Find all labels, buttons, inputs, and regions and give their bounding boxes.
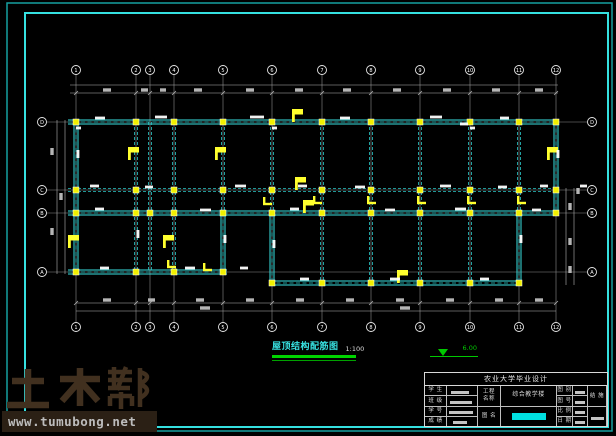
title-block-banner: 农业大学毕业设计 xyxy=(425,373,607,386)
tb-label-ratio: 比 例 xyxy=(557,407,572,417)
section-flags xyxy=(68,109,558,283)
watermark-logo-tumubang xyxy=(7,366,150,409)
tb-value-blob xyxy=(575,391,585,394)
tb-project-name: 综合教学楼 xyxy=(501,386,556,407)
svg-text:4: 4 xyxy=(172,325,175,331)
title-block-right-values xyxy=(573,386,588,426)
tb-drawing-name-highlight xyxy=(501,407,556,427)
sheet-frames xyxy=(6,2,613,432)
svg-text:12: 12 xyxy=(553,68,559,74)
watermark-url-bar: www.tumubong.net xyxy=(2,411,157,432)
svg-text:11: 11 xyxy=(516,68,522,74)
highlighted-text-bar xyxy=(511,412,546,420)
tb-value-blob xyxy=(591,417,604,420)
tb-value-blob xyxy=(575,411,585,414)
svg-text:5: 5 xyxy=(221,325,224,331)
tb-value-blob xyxy=(449,411,473,414)
svg-text:1: 1 xyxy=(74,325,77,331)
tb-value-blob xyxy=(451,391,469,394)
svg-text:B: B xyxy=(40,211,44,217)
elevation-value: 6.00 xyxy=(462,344,477,352)
svg-text:7: 7 xyxy=(320,325,323,331)
svg-text:7: 7 xyxy=(320,68,323,74)
svg-text:12: 12 xyxy=(553,325,559,331)
drawing-scale: 1:100 xyxy=(345,345,365,353)
tb-label-grade: 成 绩 xyxy=(428,418,443,425)
elevation-marker: 6.00 xyxy=(430,343,478,360)
title-block-body: 学 生 班 级 学 号 成 绩 工程名称 图 名 综合教学楼 图 别 xyxy=(425,386,607,426)
caption-underline-thin xyxy=(272,360,356,361)
title-block: 农业大学毕业设计 学 生 班 级 学 号 成 绩 工程名称 图 名 综合教学楼 xyxy=(424,372,608,427)
elevation-triangle-icon xyxy=(438,349,448,356)
tb-label-date: 日 期 xyxy=(557,418,572,425)
elevation-line xyxy=(430,356,478,357)
watermark-url: www.tumubong.net xyxy=(8,414,137,429)
tb-label-category: 图 别 xyxy=(557,386,572,397)
columns xyxy=(72,118,560,287)
svg-text:10: 10 xyxy=(467,68,473,74)
tb-label-student: 学 生 xyxy=(425,386,446,397)
tb-value-blob xyxy=(575,421,585,424)
svg-text:6: 6 xyxy=(270,325,273,331)
svg-text:8: 8 xyxy=(369,325,372,331)
svg-text:5: 5 xyxy=(221,68,224,74)
tb-value-blob xyxy=(575,401,585,404)
title-block-right-labels: 图 别 图 号 比 例 日 期 xyxy=(557,386,573,426)
svg-text:C: C xyxy=(590,188,594,194)
svg-text:A: A xyxy=(40,270,44,276)
title-block-mid-labels: 工程名称 图 名 xyxy=(478,386,501,426)
svg-text:3: 3 xyxy=(148,325,151,331)
drawing-title: 屋顶结构配筋图 xyxy=(272,342,339,352)
tb-label-drawing-name: 图 名 xyxy=(481,413,497,420)
svg-text:2: 2 xyxy=(134,68,137,74)
dimension-lines xyxy=(50,84,580,312)
tb-value-blob xyxy=(453,421,467,424)
svg-text:D: D xyxy=(40,120,44,126)
svg-text:C: C xyxy=(40,188,44,194)
svg-text:4: 4 xyxy=(172,68,175,74)
caption-underline-thick xyxy=(272,355,356,358)
drawing-caption: 屋顶结构配筋图 1:100 xyxy=(272,342,364,353)
tb-category-value: 结 施 xyxy=(588,386,606,407)
title-block-left-values xyxy=(447,386,478,426)
tb-label-number: 图 号 xyxy=(557,396,572,407)
svg-text:8: 8 xyxy=(369,68,372,74)
svg-text:2: 2 xyxy=(134,325,137,331)
svg-text:1: 1 xyxy=(74,68,77,74)
svg-text:9: 9 xyxy=(418,325,421,331)
svg-text:10: 10 xyxy=(467,325,473,331)
beam-labels xyxy=(76,115,587,281)
title-block-left-labels: 学 生 班 级 学 号 成 绩 xyxy=(425,386,447,426)
tb-label-project: 工程名称 xyxy=(478,386,500,407)
svg-text:B: B xyxy=(590,211,594,217)
tb-label-id: 学 号 xyxy=(425,407,446,417)
title-block-mid-values: 综合教学楼 xyxy=(501,386,557,426)
svg-text:A: A xyxy=(590,270,594,276)
svg-text:3: 3 xyxy=(148,68,151,74)
title-block-far-right: 结 施 xyxy=(588,386,607,426)
tb-value-blob xyxy=(450,401,472,404)
svg-text:D: D xyxy=(590,120,594,126)
svg-text:6: 6 xyxy=(270,68,273,74)
svg-text:9: 9 xyxy=(418,68,421,74)
tb-label-class: 班 级 xyxy=(425,396,446,407)
svg-text:11: 11 xyxy=(516,325,522,331)
